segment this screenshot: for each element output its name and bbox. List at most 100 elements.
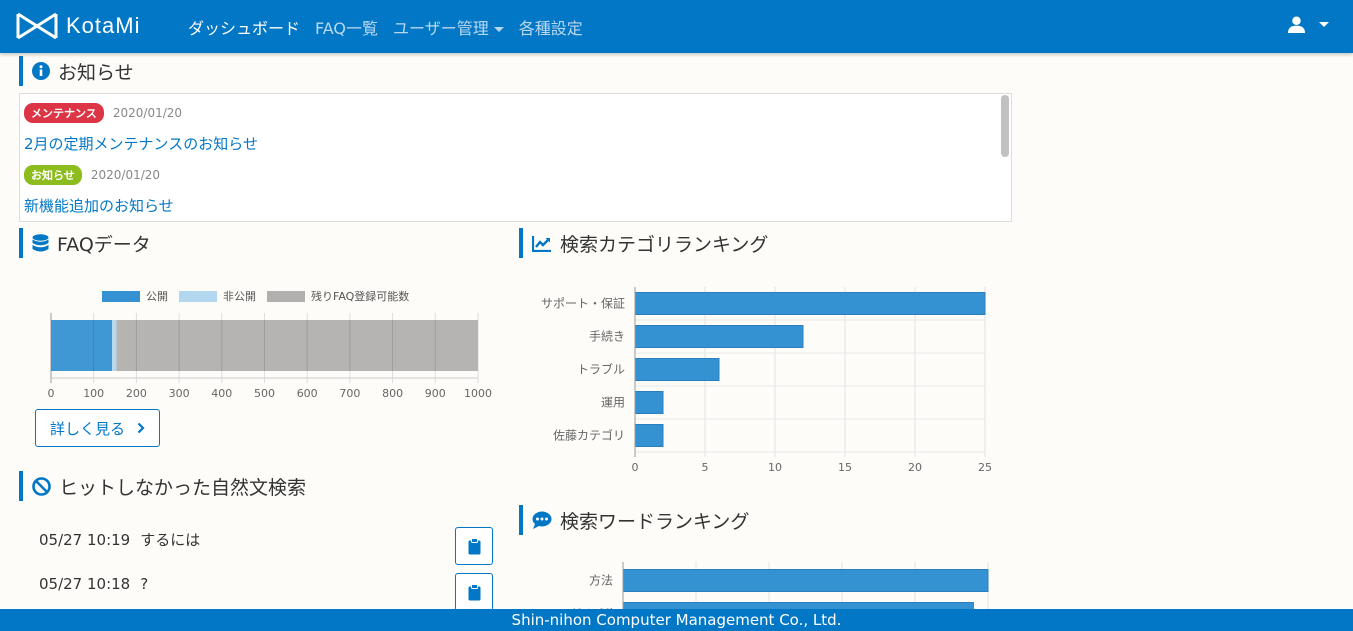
unmatched-title: ヒットしなかった自然文検索 xyxy=(59,476,307,499)
x-tick-label: 800 xyxy=(382,387,403,400)
news-link[interactable]: 新機能追加のお知らせ xyxy=(24,197,174,215)
search-query: ? xyxy=(140,575,149,593)
chevron-right-icon xyxy=(137,422,145,434)
category-ranking-heading: 検索カテゴリランキング xyxy=(519,228,768,258)
nav-dashboard[interactable]: ダッシュボード xyxy=(188,19,301,38)
faq-data-heading: FAQデータ xyxy=(19,228,151,258)
clipboard-icon xyxy=(468,583,480,600)
news-item: お知らせ 2020/01/20 新機能追加のお知らせ xyxy=(24,164,1011,216)
chevron-down-icon xyxy=(493,27,504,32)
database-icon xyxy=(32,233,49,251)
legend-swatch xyxy=(102,290,140,302)
x-tick-label: 600 xyxy=(297,387,318,400)
y-tick-label: サポート・保証 xyxy=(541,297,625,311)
nav-settings[interactable]: 各種設定 xyxy=(518,19,583,38)
chevron-down-icon xyxy=(1319,22,1329,27)
ban-icon xyxy=(32,476,51,496)
legend-swatch xyxy=(267,290,305,302)
faq-data-title: FAQデータ xyxy=(57,233,151,256)
legend-label: 非公開 xyxy=(223,290,256,303)
x-tick-label: 15 xyxy=(838,461,852,474)
x-tick-label: 500 xyxy=(254,387,275,400)
nav-faq-list[interactable]: FAQ一覧 xyxy=(315,19,379,38)
x-tick-label: 25 xyxy=(978,461,992,474)
bar xyxy=(634,325,804,348)
nav-user-admin[interactable]: ユーザー管理 xyxy=(393,15,504,39)
x-tick-label: 200 xyxy=(126,387,147,400)
legend-item: 非公開 xyxy=(179,288,256,304)
faq-chart: 0 100 200 300 400 500 600 700 800 900 1000 xyxy=(48,313,492,400)
news-badge: お知らせ xyxy=(24,165,82,185)
comment-icon xyxy=(532,511,552,529)
x-tick-label: 0 xyxy=(632,461,639,474)
x-tick-label: 1000 xyxy=(464,387,492,400)
x-tick-label: 5 xyxy=(702,461,709,474)
bar xyxy=(634,358,720,381)
nav-user-admin-label: ユーザー管理 xyxy=(393,19,489,38)
legend-label: 残りFAQ登録可能数 xyxy=(311,290,410,303)
y-tick-label: 運用 xyxy=(601,396,625,410)
y-tick-label: 佐藤カテゴリ xyxy=(553,428,625,443)
bar-segment xyxy=(116,320,479,371)
navbar: KotaMi ダッシュボード FAQ一覧 ユーザー管理 各種設定 xyxy=(0,0,1353,53)
news-item: メンテナンス 2020/01/20 2月の定期メンテナンスのお知らせ xyxy=(24,102,1011,154)
search-time: 05/27 10:19 xyxy=(39,531,131,549)
list-item: 05/27 10:19 するには xyxy=(39,529,200,550)
brand-logo[interactable]: KotaMi xyxy=(16,11,140,41)
list-item: 05/27 10:18? xyxy=(39,575,148,593)
news-title: お知らせ xyxy=(58,61,134,84)
y-tick-label: 手続き xyxy=(589,330,625,344)
legend-item: 残りFAQ登録可能数 xyxy=(267,288,409,304)
user-icon xyxy=(1288,16,1305,33)
bar xyxy=(634,292,986,315)
news-link[interactable]: 2月の定期メンテナンスのお知らせ xyxy=(24,135,258,153)
user-menu[interactable] xyxy=(1288,16,1329,33)
faq-chart-legend: 公開 非公開 残りFAQ登録可能数 xyxy=(102,288,420,304)
legend-item: 公開 xyxy=(102,288,168,304)
bar-segment xyxy=(51,320,113,371)
news-date: 2020/01/20 xyxy=(90,168,161,182)
x-tick-label: 0 xyxy=(48,387,55,400)
clipboard-icon xyxy=(468,537,480,554)
x-tick-label: 400 xyxy=(211,387,232,400)
more-button-label: 詳しく見る xyxy=(49,419,125,438)
unmatched-heading: ヒットしなかった自然文検索 xyxy=(19,471,306,501)
more-button[interactable]: 詳しく見る xyxy=(35,409,160,447)
info-icon xyxy=(32,62,50,80)
line-chart-icon xyxy=(532,235,551,252)
bar xyxy=(634,424,664,447)
news-date: 2020/01/20 xyxy=(112,106,183,120)
y-tick-label: KotaMi xyxy=(573,607,613,610)
x-tick-label: 300 xyxy=(169,387,190,400)
news-scrollbar[interactable] xyxy=(1001,95,1009,157)
news-list: メンテナンス 2020/01/20 2月の定期メンテナンスのお知らせ お知らせ … xyxy=(19,93,1012,222)
bar xyxy=(622,602,974,609)
main-nav: ダッシュボード FAQ一覧 ユーザー管理 各種設定 xyxy=(188,15,598,39)
y-tick-label: 方法 xyxy=(589,573,613,588)
x-tick-label: 20 xyxy=(908,461,922,474)
x-tick-label: 100 xyxy=(83,387,104,400)
word-chart: 方法 KotaMi xyxy=(573,562,989,610)
x-tick-label: 700 xyxy=(339,387,360,400)
clipboard-button[interactable] xyxy=(455,573,493,611)
news-heading: お知らせ xyxy=(19,56,134,86)
x-tick-label: 900 xyxy=(425,387,446,400)
footer: Shin-nihon Computer Management Co., Ltd. xyxy=(0,609,1353,631)
bar-segment xyxy=(112,320,117,371)
search-time: 05/27 10:18 xyxy=(39,575,131,593)
search-query: するには xyxy=(140,531,201,549)
news-badge: メンテナンス xyxy=(24,103,104,123)
word-ranking-heading: 検索ワードランキング xyxy=(519,505,749,535)
category-ranking-title: 検索カテゴリランキング xyxy=(560,233,769,256)
bar xyxy=(622,569,989,592)
legend-swatch xyxy=(179,290,217,302)
bar xyxy=(634,391,664,414)
y-tick-label: トラブル xyxy=(577,362,625,377)
kotami-logo-icon xyxy=(16,12,58,40)
brand-name: KotaMi xyxy=(66,13,141,38)
legend-label: 公開 xyxy=(146,290,168,303)
clipboard-button[interactable] xyxy=(455,527,493,565)
x-tick-label: 10 xyxy=(768,461,782,474)
word-ranking-title: 検索ワードランキング xyxy=(560,510,750,533)
